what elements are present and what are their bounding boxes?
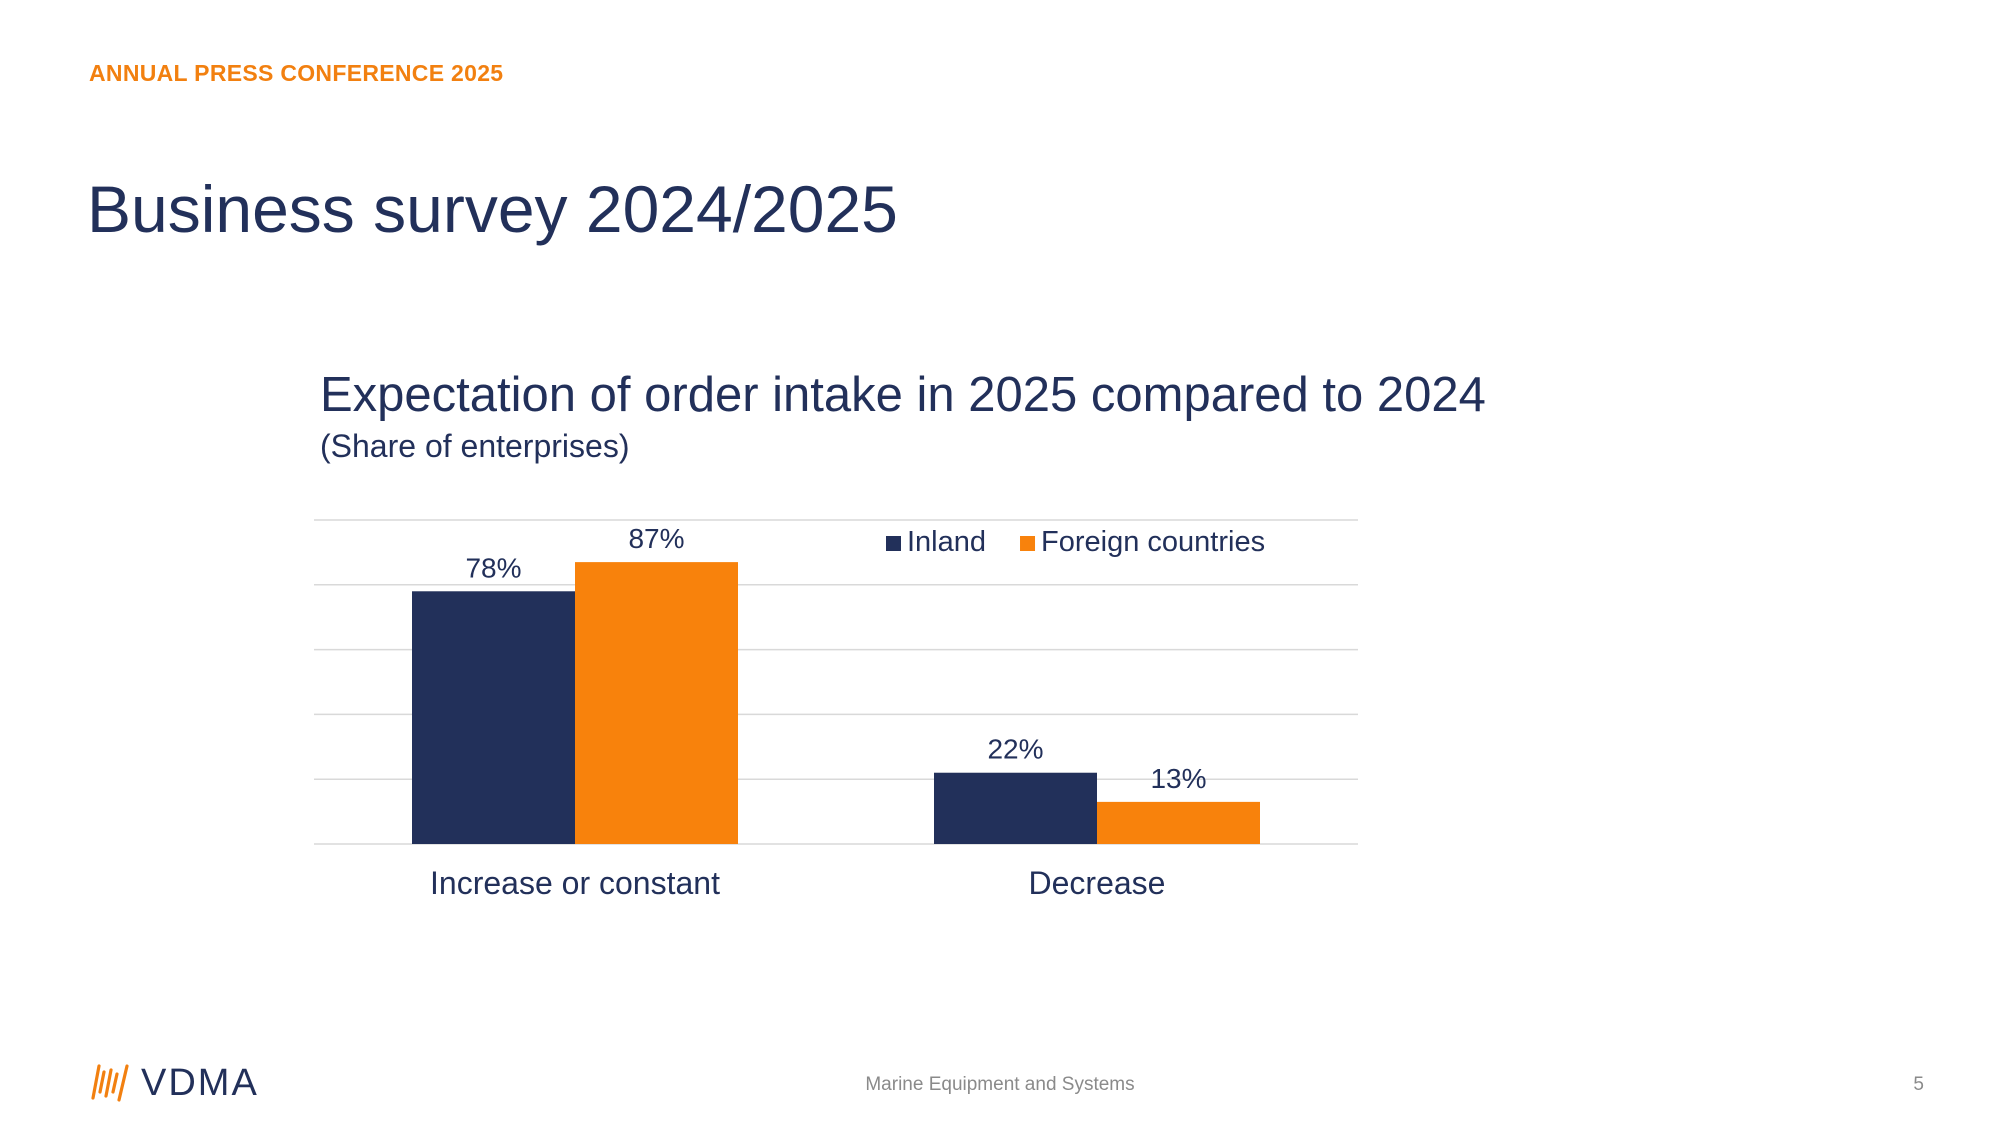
slide-title: Business survey 2024/2025 (87, 172, 898, 246)
data-label: 13% (1150, 763, 1206, 794)
section-kicker: ANNUAL PRESS CONFERENCE 2025 (89, 60, 504, 86)
chart-legend: Inland Foreign countries (886, 526, 1265, 558)
data-label: 87% (628, 523, 684, 554)
logo-stroke (98, 1070, 106, 1094)
bar-foreign-countries-1 (1097, 801, 1260, 844)
chart-category-labels: Increase or constant Decrease (430, 865, 1165, 901)
vdma-logo-mark-icon (91, 1064, 129, 1102)
logo-stroke (91, 1064, 101, 1100)
legend-swatch (886, 536, 901, 551)
logo-stroke (104, 1068, 113, 1098)
data-label: 22% (987, 734, 1043, 765)
legend-label: Foreign countries (1041, 526, 1265, 558)
vdma-logo-text: VDMA (141, 1061, 259, 1104)
bar-foreign-countries-0 (575, 562, 738, 844)
logo-stroke (117, 1064, 129, 1102)
legend-swatch (1020, 536, 1036, 551)
footer-center-text: Marine Equipment and Systems (865, 1074, 1135, 1095)
logo-stroke (111, 1072, 119, 1094)
chart-title: Expectation of order intake in 2025 comp… (320, 368, 1486, 422)
page-number: 5 (1913, 1074, 1924, 1095)
chart-data-labels: 78% 87% 22% 13% (465, 523, 1206, 794)
bar-inland-1 (934, 772, 1097, 844)
category-label: Decrease (1029, 865, 1166, 901)
vdma-logo: VDMA (89, 1062, 259, 1104)
chart-subtitle: (Share of enterprises) (320, 428, 630, 464)
bar-inland-0 (412, 591, 575, 844)
data-label: 78% (465, 552, 521, 583)
chart-bars (412, 562, 1260, 844)
category-label: Increase or constant (430, 865, 720, 901)
legend-label: Inland (907, 526, 986, 558)
